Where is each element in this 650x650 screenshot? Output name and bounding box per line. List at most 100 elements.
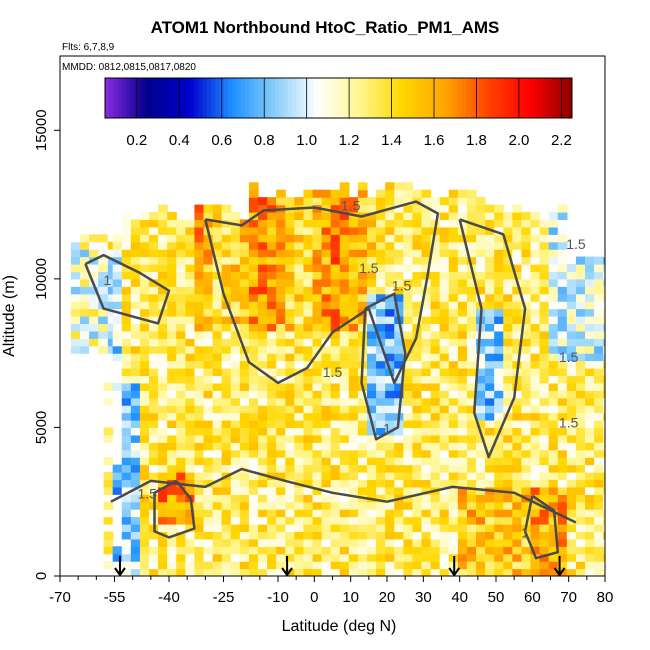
heatmap-cell <box>321 479 332 488</box>
heatmap-cell <box>466 323 477 332</box>
heatmap-cell <box>267 219 277 228</box>
heatmap-cell <box>403 234 414 243</box>
heatmap-cell <box>149 449 159 458</box>
heatmap-cell <box>448 405 459 414</box>
heatmap-cell <box>312 553 323 562</box>
heatmap-cell <box>430 561 441 570</box>
heatmap-cell <box>239 494 250 503</box>
heatmap-cell <box>70 286 81 295</box>
heatmap-cell <box>276 271 286 280</box>
heatmap-cell <box>430 501 441 510</box>
heatmap-cell <box>439 382 450 391</box>
heatmap-cell <box>585 338 595 347</box>
heatmap-cell <box>176 486 186 495</box>
heatmap-cell <box>185 308 196 317</box>
heatmap-cell <box>457 524 468 533</box>
heatmap-cell <box>385 226 395 235</box>
heatmap-cell <box>239 301 250 310</box>
heatmap-cell <box>385 353 395 362</box>
heatmap-cell <box>230 501 241 510</box>
heatmap-cell <box>385 264 395 273</box>
heatmap-cell <box>448 442 459 451</box>
heatmap-cell <box>194 442 205 451</box>
heatmap-cell <box>294 501 305 510</box>
heatmap-cell <box>79 249 90 258</box>
heatmap-cell <box>149 226 159 235</box>
heatmap-cell <box>348 219 359 228</box>
heatmap-cell <box>212 472 223 481</box>
heatmap-cell <box>221 553 232 562</box>
heatmap-cell <box>230 241 241 250</box>
heatmap-cell <box>367 479 377 488</box>
heatmap-cell <box>176 293 186 302</box>
heatmap-cell <box>285 464 295 473</box>
heatmap-cell <box>185 516 196 525</box>
heatmap-cell <box>248 501 259 510</box>
heatmap-cell <box>167 293 177 302</box>
heatmap-cell <box>221 420 232 429</box>
heatmap-cell <box>230 286 241 295</box>
heatmap-cell <box>512 353 523 362</box>
x-axis: -70 -55 -40 -25 -10 0 10 20 30 40 50 60 70 80 <box>49 576 613 606</box>
heatmap-cell <box>330 316 341 325</box>
heatmap-cell <box>367 353 377 362</box>
colorbar-swatch <box>444 78 450 118</box>
heatmap-cell <box>430 293 441 302</box>
heatmap-cell <box>448 338 459 347</box>
heatmap-cell <box>503 264 513 273</box>
heatmap-cell <box>130 538 141 547</box>
heatmap-cell <box>476 382 486 391</box>
heatmap-cell <box>149 323 159 332</box>
heatmap-cell <box>430 538 441 547</box>
heatmap-cell <box>448 226 459 235</box>
heatmap-cell <box>485 353 495 362</box>
heatmap-cell <box>248 271 259 280</box>
heatmap-cell <box>158 486 168 495</box>
heatmap-cell <box>158 360 168 369</box>
heatmap-cell <box>330 293 341 302</box>
heatmap-cell <box>212 212 223 221</box>
heatmap-cell <box>276 308 286 317</box>
heatmap-cell <box>457 442 468 451</box>
heatmap-cell <box>176 316 186 325</box>
heatmap-cell <box>512 427 523 436</box>
heatmap-cell <box>530 241 541 250</box>
heatmap-cell <box>339 531 350 540</box>
heatmap-cell <box>403 501 414 510</box>
heatmap-cell <box>285 368 295 377</box>
heatmap-cell <box>466 553 477 562</box>
heatmap-cell <box>348 405 359 414</box>
heatmap-cell <box>158 509 168 518</box>
heatmap-cell <box>130 479 141 488</box>
heatmap-cell <box>267 197 277 206</box>
heatmap-cell <box>330 234 341 243</box>
heatmap-cell <box>303 345 314 354</box>
heatmap-cell <box>121 479 132 488</box>
heatmap-cell <box>448 516 459 525</box>
heatmap-cell <box>139 494 150 503</box>
heatmap-cell <box>285 301 295 310</box>
heatmap-cell <box>512 472 523 481</box>
heatmap-cell <box>566 264 577 273</box>
colorbar-swatch <box>185 78 191 118</box>
heatmap-cell <box>394 472 404 481</box>
heatmap-cell <box>376 308 386 317</box>
heatmap-cell <box>494 293 504 302</box>
heatmap-cell <box>376 457 386 466</box>
heatmap-cell <box>376 382 386 391</box>
heatmap-cell <box>548 382 559 391</box>
heatmap-cell <box>121 301 132 310</box>
heatmap-cell <box>239 375 250 384</box>
heatmap-cell <box>521 397 532 406</box>
heatmap-cell <box>503 464 513 473</box>
heatmap-cell <box>512 219 523 228</box>
flight-marker-arrowhead <box>553 567 566 577</box>
heatmap-cell <box>339 219 350 228</box>
heatmap-cell <box>112 316 123 325</box>
heatmap-cell <box>521 256 532 265</box>
heatmap-cell <box>321 427 332 436</box>
heatmap-cell <box>421 293 432 302</box>
heatmap-cell <box>312 427 323 436</box>
heatmap-cell <box>176 524 186 533</box>
heatmap-cell <box>176 375 186 384</box>
